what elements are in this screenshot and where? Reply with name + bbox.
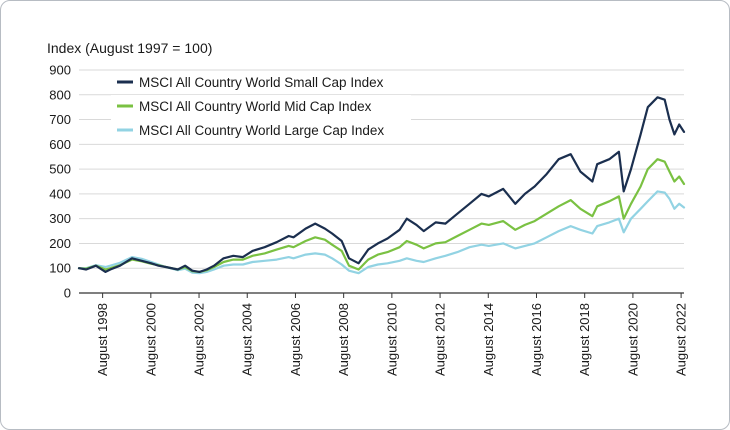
series-line-0 bbox=[77, 96, 686, 273]
x-tick-label: August 2014 bbox=[481, 303, 496, 376]
y-tick-label: 0 bbox=[64, 286, 71, 301]
x-tick-label: August 1998 bbox=[95, 303, 110, 376]
y-tick-label: 900 bbox=[49, 63, 71, 78]
x-tick-label: August 2012 bbox=[433, 303, 448, 376]
x-tick-label: August 2002 bbox=[192, 303, 207, 376]
y-tick-label: 100 bbox=[49, 261, 71, 276]
y-tick-label: 200 bbox=[49, 236, 71, 251]
x-tick-label: August 2000 bbox=[143, 303, 158, 376]
legend-bg bbox=[111, 71, 411, 93]
y-tick-label: 500 bbox=[49, 162, 71, 177]
y-tick-label: 800 bbox=[49, 87, 71, 102]
x-axis: August 1998 August 2000 August 2002 August … bbox=[95, 293, 689, 376]
legend-bg bbox=[111, 95, 411, 117]
y-tick-label: 700 bbox=[49, 112, 71, 127]
legend-label: MSCI All Country World Large Cap Index bbox=[139, 123, 384, 138]
x-tick-label: August 2004 bbox=[240, 303, 255, 376]
legend-label: MSCI All Country World Small Cap Index bbox=[139, 75, 384, 90]
y-axis-ticks: 0 100 200 300 400 500 600 700 800 900 bbox=[49, 63, 71, 301]
y-tick-label: 300 bbox=[49, 211, 71, 226]
legend: MSCI All Country World Small Cap Index MS… bbox=[111, 71, 411, 141]
y-tick-label: 600 bbox=[49, 137, 71, 152]
x-tick-label: August 2020 bbox=[625, 303, 640, 376]
x-tick-label: August 2016 bbox=[529, 303, 544, 376]
y-tick-label: 400 bbox=[49, 186, 71, 201]
legend-label: MSCI All Country World Mid Cap Index bbox=[139, 99, 372, 114]
x-tick-label: August 2010 bbox=[384, 303, 399, 376]
series-lines bbox=[77, 96, 686, 275]
series-line-2 bbox=[77, 190, 686, 275]
x-tick-label: August 2006 bbox=[288, 303, 303, 376]
x-tick-label: August 2008 bbox=[336, 303, 351, 376]
legend-bg bbox=[111, 119, 411, 141]
x-tick-label: August 2018 bbox=[577, 303, 592, 376]
x-tick-label: August 2022 bbox=[674, 303, 689, 376]
y-axis-title: Index (August 1997 = 100) bbox=[47, 40, 212, 56]
